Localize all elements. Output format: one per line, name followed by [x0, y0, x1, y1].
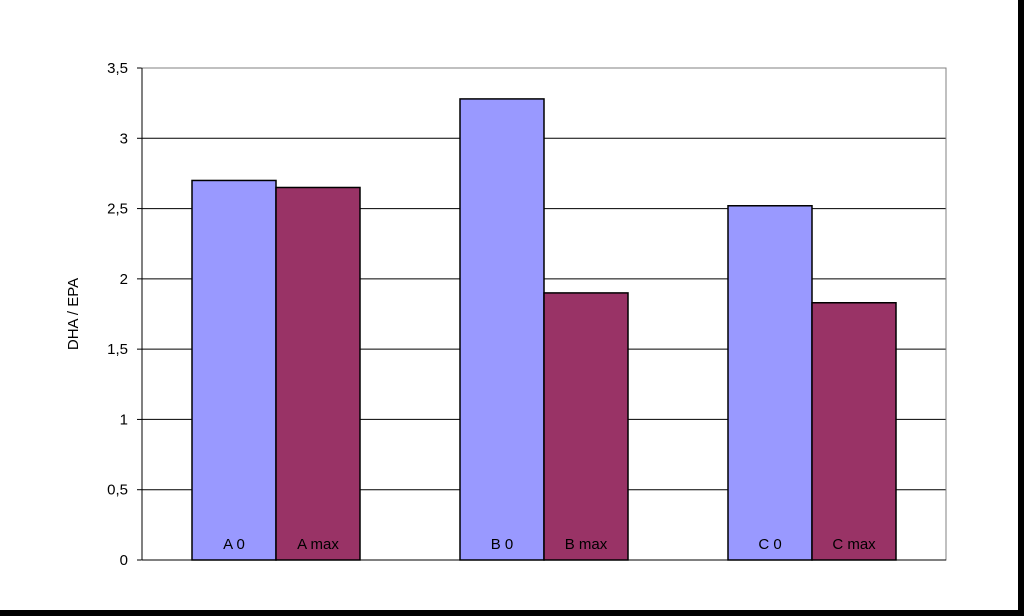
bar-label: C max	[832, 536, 876, 553]
bar-label: B max	[565, 536, 608, 553]
y-tick-label: 1	[120, 411, 128, 428]
bar-label: C 0	[758, 536, 781, 553]
y-axis-label: DHA / EPA	[65, 278, 82, 350]
y-tick-label: 2	[120, 271, 128, 288]
y-tick-label: 2,5	[107, 201, 128, 218]
bars: A 0 A max B 0 B max C 0 C max	[191, 98, 897, 561]
bar-b-0	[459, 98, 545, 561]
bar-label: B 0	[491, 536, 514, 553]
y-tick-label: 0,5	[107, 482, 128, 499]
y-tick-label: 3,5	[107, 60, 128, 77]
bar-label: A max	[297, 536, 339, 553]
y-tick-label: 0	[120, 552, 128, 569]
bar-b-max	[543, 292, 629, 561]
bar-a-max	[275, 186, 361, 561]
bar-label: A 0	[223, 536, 245, 553]
y-tick-label: 1,5	[107, 341, 128, 358]
y-axis-ticks: 0 0,5 1 1,5 2 2,5 3 3,5	[107, 60, 142, 569]
y-tick-label: 3	[120, 130, 128, 147]
bar-a-0	[191, 179, 277, 561]
bar-c-max	[811, 302, 897, 561]
bar-c-0	[727, 205, 813, 561]
